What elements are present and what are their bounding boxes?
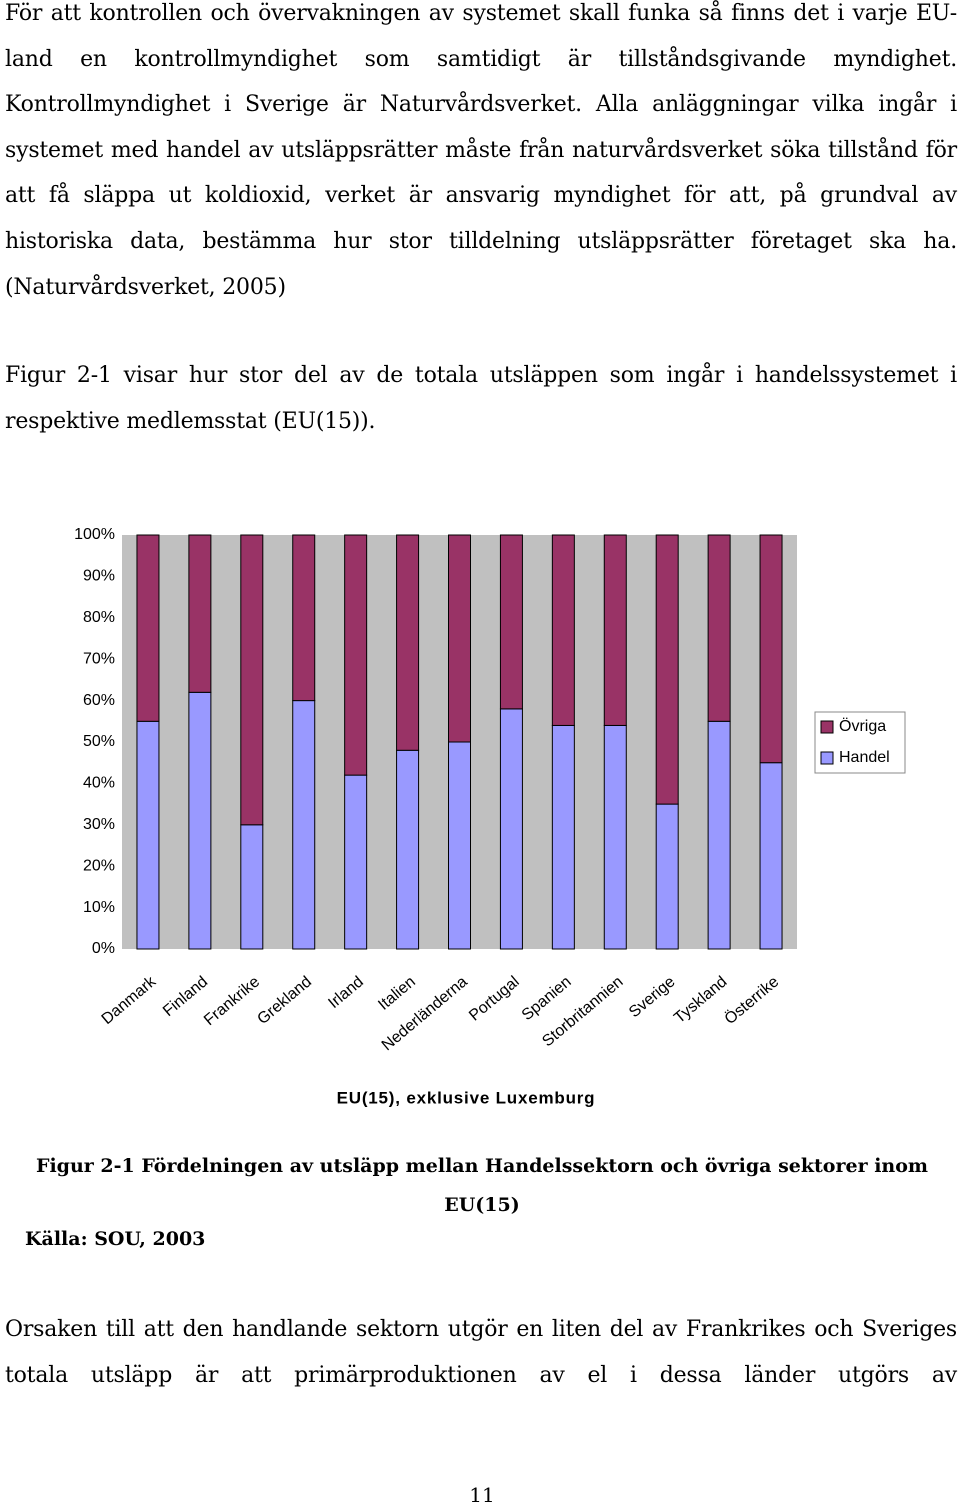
x-tick-label: Grekland: [254, 973, 315, 1028]
paragraph: Figur 2-1 visar hur stor del av de total…: [5, 363, 957, 434]
y-tick-label: 90%: [83, 568, 115, 585]
legend-label: Övriga: [839, 717, 886, 735]
y-tick-label: 30%: [83, 816, 115, 833]
y-tick-label: 10%: [83, 899, 115, 916]
x-axis-title: EU(15), exklusive Luxemburg: [337, 1088, 596, 1107]
bar-segment: [240, 534, 264, 826]
bar-segment: [188, 534, 212, 693]
page-number: 11: [469, 1483, 495, 1507]
legend-label: Handel: [839, 749, 890, 766]
legend-swatch: [820, 720, 834, 734]
y-tick-label: 60%: [83, 692, 115, 709]
paragraph: För att kontrollen och övervakningen av …: [5, 1, 957, 300]
bar-segment: [396, 534, 420, 751]
x-tick-label: Tyskland: [671, 973, 730, 1027]
bar-segment: [551, 534, 575, 726]
x-tick-label: Frankrike: [201, 973, 263, 1029]
y-tick-label: 100%: [74, 526, 115, 543]
bar-segment: [759, 534, 783, 764]
x-tick-label: Österrike: [721, 972, 782, 1028]
y-tick-label: 0%: [92, 940, 115, 957]
bar-segment: [603, 534, 627, 726]
y-tick-label: 50%: [83, 733, 115, 750]
x-tick-label: Irland: [325, 973, 367, 1012]
bar-segment: [188, 691, 212, 950]
bar-segment: [448, 534, 471, 743]
x-tick-label: Danmark: [99, 973, 160, 1028]
bar-segment: [655, 534, 679, 805]
caption: Figur 2-1 Fördelningen av utsläpp mellan…: [35, 1155, 929, 1216]
y-tick-label: 80%: [83, 609, 115, 626]
x-tick-label: Portugal: [466, 973, 523, 1024]
bar-segment: [292, 700, 316, 950]
bar-segment: [448, 741, 471, 950]
bar-segment: [551, 724, 575, 950]
y-tick-label: 70%: [83, 650, 115, 667]
bar-segment: [396, 749, 420, 950]
bar-segment: [292, 534, 316, 702]
source: Källa: SOU, 2003: [25, 1228, 206, 1250]
bar-segment: [136, 720, 160, 950]
paragraph: Orsaken till att den handlande sektorn u…: [5, 1317, 957, 1388]
bar-segment: [499, 708, 523, 950]
x-tick-label: Italien: [375, 973, 419, 1013]
bar-segment: [136, 534, 160, 722]
bar-segment: [499, 534, 523, 710]
bar-segment: [344, 774, 368, 950]
bar-segment: [240, 824, 264, 950]
bar-segment: [603, 724, 627, 950]
bar-segment: [344, 534, 368, 776]
bar-segment: [759, 762, 783, 950]
legend-swatch: [820, 751, 834, 765]
bar-segment: [655, 803, 679, 950]
bar-segment: [707, 534, 731, 722]
y-tick-label: 40%: [83, 775, 115, 792]
bar-segment: [707, 720, 731, 950]
y-tick-label: 20%: [83, 857, 115, 874]
